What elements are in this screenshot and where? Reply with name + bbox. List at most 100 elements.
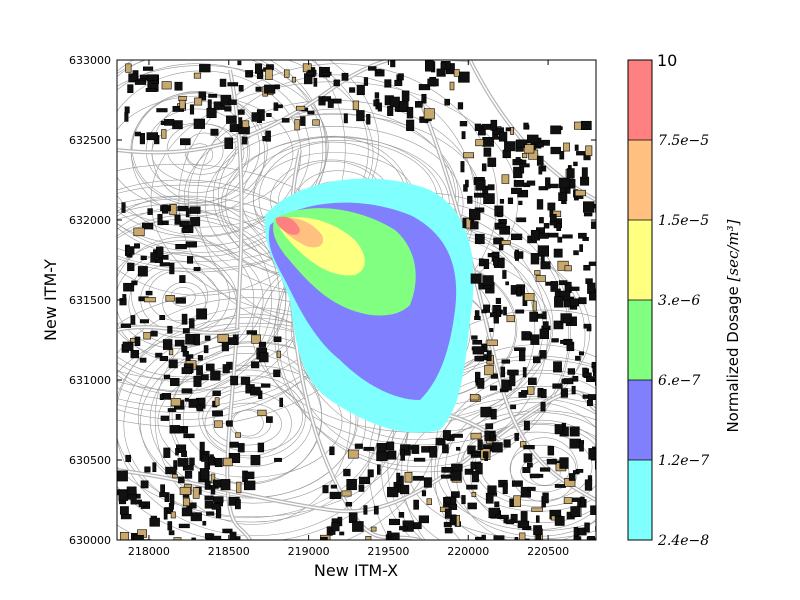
building (574, 189, 586, 197)
building (573, 536, 582, 540)
building (147, 208, 153, 215)
building (208, 93, 218, 98)
building (117, 470, 128, 482)
building (194, 97, 203, 106)
map-plot-area[interactable] (0, 4, 719, 600)
building (489, 432, 495, 439)
building (538, 232, 549, 239)
building (542, 311, 547, 320)
building (265, 130, 271, 142)
building (386, 441, 395, 451)
building (554, 296, 564, 308)
building (515, 309, 525, 314)
building (190, 217, 201, 227)
building (134, 79, 147, 85)
building (354, 443, 363, 449)
building (222, 528, 233, 534)
building (503, 306, 507, 316)
building (486, 350, 492, 362)
x-tick-label: 220000 (447, 545, 489, 558)
colorbar: 10 7.5e−5 1.5e−5 3.e−6 6.e−7 1.2e−7 2.4e−8 No… (627, 51, 742, 549)
building (210, 128, 219, 136)
x-tick-label: 218000 (128, 545, 170, 558)
building (510, 513, 518, 524)
building (580, 496, 585, 508)
building (478, 258, 484, 267)
road-centerline (419, 99, 596, 501)
building (463, 184, 468, 192)
building (389, 96, 400, 108)
building (376, 443, 387, 453)
building (237, 60, 242, 66)
building (163, 374, 171, 380)
building (257, 409, 267, 417)
building (120, 513, 132, 520)
building (482, 451, 489, 458)
building (211, 503, 221, 510)
building (224, 137, 234, 149)
building (184, 397, 189, 402)
building (254, 63, 263, 74)
building (221, 341, 229, 352)
contour-line (430, 385, 596, 540)
colorbar-tick-label: 2.4e−8 (657, 533, 709, 549)
building (162, 339, 173, 350)
building (402, 520, 414, 532)
y-tick-label: 632500 (69, 134, 111, 147)
building (274, 457, 282, 462)
building (505, 519, 515, 525)
building (498, 131, 508, 142)
building (219, 78, 227, 87)
building (251, 334, 261, 344)
building (520, 486, 531, 498)
building (546, 458, 557, 465)
building (329, 530, 336, 535)
contour-line (131, 91, 260, 203)
building (346, 478, 357, 491)
building (182, 497, 190, 507)
contour-line (117, 60, 369, 273)
building (251, 112, 260, 122)
building (487, 253, 499, 258)
building (570, 298, 579, 307)
building (471, 470, 479, 483)
building (542, 492, 549, 504)
building (537, 245, 549, 257)
building (363, 505, 368, 515)
building (349, 87, 356, 93)
building (228, 99, 237, 105)
building (400, 484, 410, 495)
building (404, 471, 413, 483)
building (264, 84, 276, 94)
contour-line (147, 270, 209, 322)
building (511, 480, 523, 487)
building (522, 153, 528, 159)
building (163, 508, 168, 520)
building (139, 357, 147, 363)
colorbar-band (628, 220, 652, 300)
building (547, 232, 559, 238)
building (586, 400, 593, 407)
building (134, 131, 141, 137)
building (140, 480, 149, 489)
building (532, 300, 537, 312)
building (520, 441, 527, 448)
building (490, 408, 497, 420)
building (474, 315, 481, 321)
building (398, 73, 404, 81)
building (502, 270, 507, 279)
building (250, 455, 261, 466)
building (212, 390, 221, 396)
building (120, 323, 132, 328)
building (322, 485, 329, 494)
building (398, 512, 405, 518)
building (181, 367, 193, 375)
building (423, 108, 435, 120)
building (150, 252, 157, 263)
building (540, 401, 546, 412)
building (387, 450, 397, 460)
building (177, 458, 189, 467)
building (588, 292, 596, 301)
building (200, 468, 209, 480)
building (540, 388, 547, 399)
